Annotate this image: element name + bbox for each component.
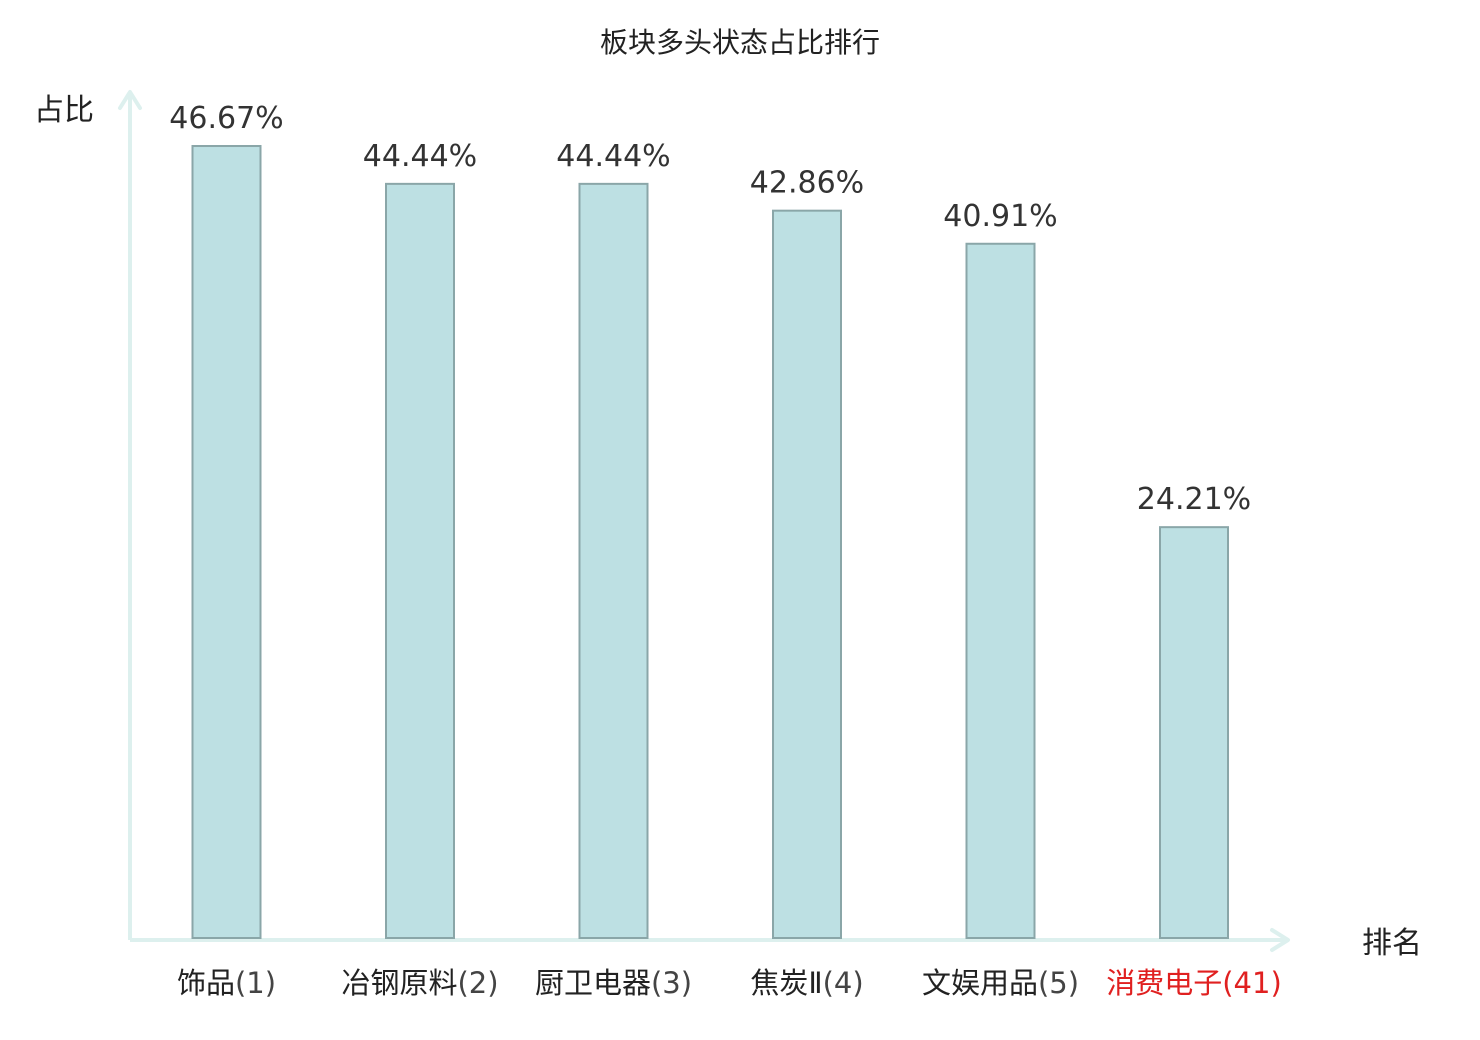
value-label-2: 44.44% (363, 139, 477, 174)
value-label-5: 40.91% (943, 199, 1057, 234)
axes (118, 90, 1290, 952)
bar-4 (772, 209, 842, 940)
category-rank: (41) (1222, 966, 1282, 1000)
category-labels-group: 饰品(1) 冶钢原料(2) 厨卫电器(3) 焦炭Ⅱ(4) 文娱用品(5) 消费电子(41) (177, 966, 1282, 1000)
bar-2 (385, 182, 455, 939)
category-rank: (4) (823, 966, 864, 1000)
bar-1 (191, 145, 262, 940)
category-name: 消费电子 (1106, 966, 1222, 1000)
value-label-6: 24.21% (1137, 482, 1251, 517)
category-rank: (1) (235, 966, 276, 1000)
category-name: 焦炭Ⅱ (750, 966, 822, 1000)
category-label-5: 文娱用品(5) (922, 966, 1079, 1000)
bar-5 (965, 242, 1036, 939)
x-axis-arrow (1270, 928, 1290, 952)
chart-title: 板块多头状态占比排行 (600, 26, 880, 59)
value-labels-group: 46.67% 44.44% 44.44% 42.86% 40.91% 24.21% (169, 101, 1251, 517)
category-label-3: 厨卫电器(3) (535, 966, 692, 1000)
y-axis-label: 占比 (34, 93, 94, 128)
category-rank: (2) (457, 966, 498, 1000)
y-axis-arrow (118, 90, 142, 110)
bar-6 (1159, 526, 1229, 939)
category-rank: (3) (651, 966, 692, 1000)
x-axis-label: 排名 (1362, 926, 1422, 961)
value-label-4: 42.86% (750, 166, 864, 201)
bar-3 (578, 182, 649, 939)
category-name: 饰品 (177, 966, 235, 1000)
category-rank: (5) (1038, 966, 1079, 1000)
category-name: 厨卫电器 (535, 966, 651, 1000)
value-label-3: 44.44% (556, 139, 670, 174)
category-label-6: 消费电子(41) (1106, 966, 1282, 1000)
bars-group (191, 145, 1229, 940)
category-name: 文娱用品 (922, 966, 1038, 1000)
category-label-1: 饰品(1) (177, 966, 276, 1000)
category-label-2: 冶钢原料(2) (341, 966, 498, 1000)
category-label-4: 焦炭Ⅱ(4) (750, 966, 863, 1000)
value-label-1: 46.67% (169, 101, 283, 136)
category-name: 冶钢原料 (341, 966, 457, 1000)
